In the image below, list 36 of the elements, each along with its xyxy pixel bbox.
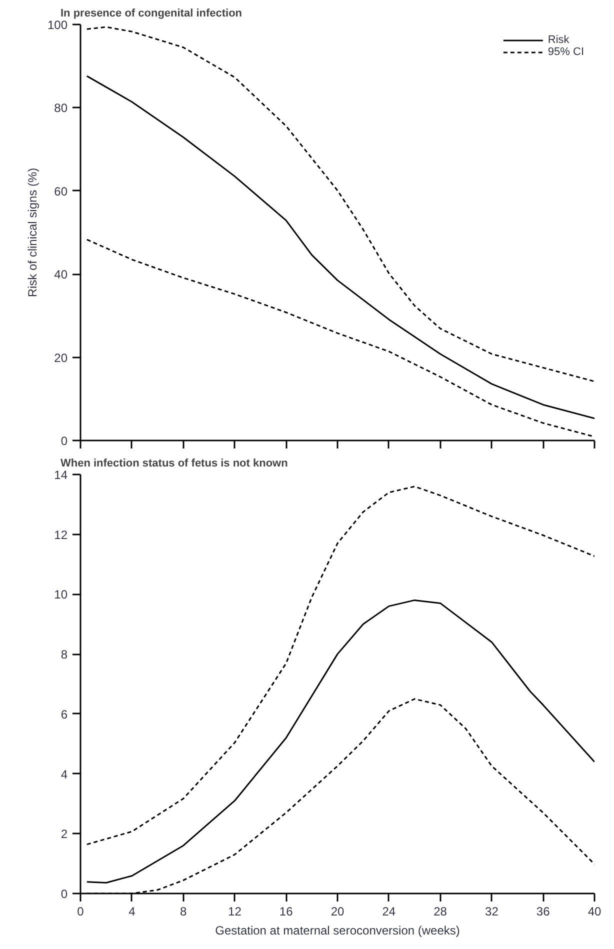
y-tick-label: 40 (54, 268, 68, 282)
x-tick-label: 32 (485, 904, 499, 918)
y-tick-label: 2 (60, 827, 68, 842)
x-tick-label: 8 (180, 904, 187, 918)
y-tick-label: 4 (60, 767, 68, 782)
y-tick-label: 20 (54, 350, 68, 365)
line-series (86, 599, 594, 884)
y-tick-label: 12 (54, 528, 68, 542)
chart-title: When infection status of fetus is not known (60, 458, 288, 470)
line-series (86, 75, 594, 420)
line-series (86, 238, 594, 438)
chart-title: In presence of congenital infection (60, 8, 242, 20)
y-tick-label: 8 (60, 648, 68, 662)
y-tick-label: 14 (54, 468, 68, 482)
line-series (86, 26, 594, 382)
x-axis-title: Gestation at maternal seroconversion (weeks) (215, 924, 460, 938)
legend-label: Risk (548, 34, 570, 46)
x-tick-label: 40 (588, 904, 602, 918)
x-tick-label: 36 (536, 904, 550, 918)
x-tick-label: 4 (128, 904, 136, 918)
y-tick-label: 60 (54, 184, 68, 198)
x-tick-label: 12 (228, 904, 242, 918)
line-series (86, 486, 594, 846)
y-tick-label: 100 (47, 18, 68, 32)
y-axis-title: Risk of clinical signs (%) (25, 168, 40, 298)
x-tick-label: 28 (434, 904, 448, 918)
x-tick-label: 20 (330, 904, 344, 918)
x-tick-label: 24 (382, 904, 396, 918)
x-tick-label: 0 (77, 904, 84, 918)
y-tick-label: 0 (60, 887, 68, 901)
y-tick-label: 6 (60, 707, 68, 722)
y-tick-label: 80 (54, 101, 68, 116)
y-tick-label: 10 (54, 588, 68, 602)
legend-label: 95% CI (548, 46, 584, 58)
x-tick-label: 16 (279, 904, 294, 918)
y-tick-label: 0 (60, 434, 68, 448)
